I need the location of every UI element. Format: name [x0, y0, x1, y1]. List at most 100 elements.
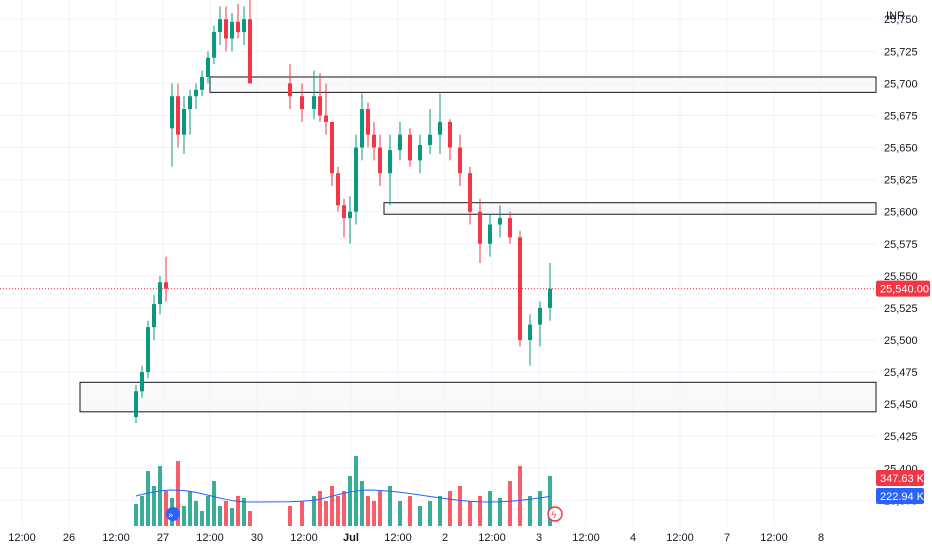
candle-body — [212, 32, 216, 58]
volume-value: 347.63 K — [880, 473, 925, 485]
volume-bar — [458, 486, 462, 526]
time-tick-label: 12:00 — [102, 532, 130, 544]
candle-body — [342, 205, 346, 219]
candle-body — [498, 218, 502, 225]
price-tick-label: 25,475 — [884, 367, 918, 379]
price-tick-label: 25,675 — [884, 110, 918, 122]
candle-body — [242, 19, 246, 33]
price-tick-label: 25,650 — [884, 143, 918, 155]
time-tick-label: 8 — [818, 532, 824, 544]
volume-bar — [312, 496, 316, 526]
candle-body — [372, 134, 376, 148]
volume-bar — [212, 481, 216, 526]
candle-body — [288, 83, 292, 97]
candle-body — [528, 324, 532, 340]
price-zone — [209, 76, 877, 93]
volume-bar — [448, 491, 452, 526]
volume-bar — [300, 501, 304, 526]
volume-bar — [318, 491, 322, 526]
candle-body — [140, 372, 144, 392]
candle-body — [488, 224, 492, 244]
time-tick-label: 12:00 — [196, 532, 224, 544]
candle-body — [448, 121, 452, 148]
volume-bar — [194, 501, 198, 526]
price-tick-label: 25,625 — [884, 175, 918, 187]
volume-bar — [428, 501, 432, 526]
session-marker-icon[interactable]: » — [166, 507, 180, 521]
volume-bar — [518, 466, 522, 526]
candle-body — [354, 147, 358, 212]
volume-bar — [418, 506, 422, 526]
volume-bar — [528, 496, 532, 526]
candle-body — [508, 218, 512, 238]
price-tick-label: 25,725 — [884, 46, 918, 58]
price-tick-label: 25,525 — [884, 303, 918, 315]
time-tick-label: Jul — [343, 532, 359, 544]
candle-body — [366, 109, 370, 135]
time-tick-label: 12:00 — [760, 532, 788, 544]
candle-body — [408, 134, 412, 161]
candle-body — [318, 96, 322, 116]
candle-body — [146, 327, 150, 373]
price-tick-label: 25,700 — [884, 78, 918, 90]
candle-body — [206, 57, 210, 77]
volume-bar — [388, 486, 392, 526]
volume-bar — [140, 496, 144, 526]
candle-body — [182, 109, 186, 135]
candle-body — [236, 21, 240, 33]
volume-bar — [360, 481, 364, 526]
last-price-badge: 25,540.00 — [876, 280, 930, 297]
candlesticks — [134, 0, 552, 424]
price-tick-label: 25,500 — [884, 335, 918, 347]
support-resistance-zones — [79, 76, 877, 413]
volume-bar — [236, 496, 240, 526]
time-tick-label: 12:00 — [384, 532, 412, 544]
volume-bar — [548, 476, 552, 526]
candle-body — [200, 76, 204, 90]
time-tick-label: 27 — [157, 532, 169, 544]
currency-label: INR — [886, 10, 905, 22]
volume-bar — [230, 508, 234, 526]
candle-body — [230, 21, 234, 39]
candle-body — [518, 237, 522, 340]
volume-bar — [348, 476, 352, 526]
candle-body — [348, 211, 352, 219]
volume-bar — [200, 511, 204, 526]
candle-body — [134, 391, 138, 417]
candle-body — [538, 307, 542, 325]
time-tick-label: 30 — [251, 532, 263, 544]
time-tick-label: 12:00 — [666, 532, 694, 544]
volume-bar — [366, 496, 370, 526]
candle-body — [158, 282, 162, 305]
volume-bar — [378, 491, 382, 526]
volume-bar — [288, 506, 292, 526]
candle-body — [418, 144, 422, 161]
volume-bar — [152, 486, 156, 526]
candle-body — [164, 282, 168, 289]
volume-bar — [182, 506, 186, 526]
lightning-event-icon[interactable]: ϟ — [547, 506, 563, 522]
time-axis[interactable]: 12:00 26 12:00 27 12:00 30 12:00 Jul 12:00 2 12:00… — [8, 532, 824, 544]
candle-body — [312, 96, 316, 110]
volume-moving-average-line — [135, 489, 551, 503]
price-tick-label: 25,550 — [884, 271, 918, 283]
time-tick-label: 12:00 — [572, 532, 600, 544]
volume-bar — [372, 501, 376, 526]
volume-bar — [164, 491, 168, 526]
volume-bar — [538, 491, 542, 526]
candle-body — [248, 19, 252, 84]
volume-bar — [508, 481, 512, 526]
time-tick-label: 12:00 — [8, 532, 36, 544]
last-price-value: 25,540.00 — [880, 284, 929, 296]
volume-bar — [188, 491, 192, 526]
volume-bar — [468, 501, 472, 526]
price-axis[interactable]: 25,37525,40025,42525,45025,47525,50025,5… — [884, 14, 918, 507]
time-tick-label: 4 — [630, 532, 636, 544]
candle-body — [324, 115, 328, 122]
candle-body — [398, 134, 402, 151]
volume-bar — [158, 466, 162, 526]
candle-body — [336, 173, 340, 206]
volume-ma-badge: 222.94 K — [876, 488, 925, 504]
time-tick-label: 2 — [442, 532, 448, 544]
